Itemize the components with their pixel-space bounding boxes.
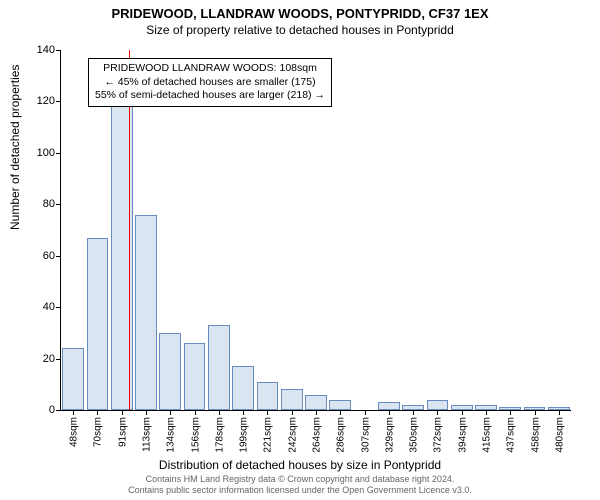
- annotation-line1: PRIDEWOOD LLANDRAW WOODS: 108sqm: [95, 62, 325, 76]
- x-tick-label: 178sqm: [212, 417, 225, 453]
- x-tick-label: 48sqm: [67, 417, 80, 447]
- x-tick-label: 286sqm: [334, 417, 347, 453]
- histogram-bar: [427, 400, 449, 410]
- x-tick-mark: [195, 410, 196, 415]
- x-tick-mark: [389, 410, 390, 415]
- histogram-bar: [135, 215, 157, 410]
- histogram-bar: [62, 348, 84, 410]
- y-tick-mark: [56, 359, 61, 360]
- x-tick-mark: [73, 410, 74, 415]
- histogram-bar: [184, 343, 206, 410]
- x-tick-label: 221sqm: [261, 417, 274, 453]
- x-tick-label: 329sqm: [382, 417, 395, 453]
- x-tick-label: 437sqm: [504, 417, 517, 453]
- chart-subtitle: Size of property relative to detached ho…: [0, 21, 600, 37]
- x-tick-mark: [97, 410, 98, 415]
- x-tick-mark: [267, 410, 268, 415]
- histogram-bar: [329, 400, 351, 410]
- y-tick-mark: [56, 101, 61, 102]
- x-tick-label: 70sqm: [91, 417, 104, 447]
- histogram-bar: [159, 333, 181, 410]
- x-tick-mark: [437, 410, 438, 415]
- x-tick-mark: [243, 410, 244, 415]
- footer-line1: Contains HM Land Registry data © Crown c…: [0, 474, 600, 485]
- y-tick-mark: [56, 307, 61, 308]
- histogram-bar: [208, 325, 230, 410]
- x-tick-mark: [219, 410, 220, 415]
- x-tick-label: 199sqm: [237, 417, 250, 453]
- annotation-box: PRIDEWOOD LLANDRAW WOODS: 108sqm← 45% of…: [88, 58, 332, 107]
- x-tick-label: 264sqm: [310, 417, 323, 453]
- histogram-bar: [257, 382, 279, 410]
- x-tick-mark: [413, 410, 414, 415]
- x-tick-mark: [486, 410, 487, 415]
- histogram-bar: [305, 395, 327, 410]
- x-tick-label: 372sqm: [431, 417, 444, 453]
- x-tick-label: 394sqm: [455, 417, 468, 453]
- y-tick-mark: [56, 256, 61, 257]
- y-tick-mark: [56, 204, 61, 205]
- x-tick-mark: [292, 410, 293, 415]
- y-tick-mark: [56, 410, 61, 411]
- histogram-bar: [87, 238, 109, 410]
- annotation-line2: ← 45% of detached houses are smaller (17…: [95, 76, 325, 90]
- x-tick-label: 242sqm: [285, 417, 298, 453]
- x-tick-mark: [340, 410, 341, 415]
- x-tick-label: 350sqm: [407, 417, 420, 453]
- x-tick-mark: [170, 410, 171, 415]
- chart-title: PRIDEWOOD, LLANDRAW WOODS, PONTYPRIDD, C…: [0, 0, 600, 21]
- x-tick-label: 480sqm: [552, 417, 565, 453]
- x-tick-label: 113sqm: [140, 417, 153, 452]
- x-tick-mark: [462, 410, 463, 415]
- y-tick-mark: [56, 153, 61, 154]
- x-tick-mark: [316, 410, 317, 415]
- x-tick-mark: [559, 410, 560, 415]
- x-tick-mark: [510, 410, 511, 415]
- x-tick-label: 458sqm: [528, 417, 541, 453]
- y-axis-label: Number of detached properties: [8, 65, 22, 230]
- x-tick-label: 134sqm: [164, 417, 177, 453]
- histogram-bar: [232, 366, 254, 410]
- footer-attribution: Contains HM Land Registry data © Crown c…: [0, 474, 600, 496]
- x-tick-mark: [535, 410, 536, 415]
- x-tick-label: 307sqm: [358, 417, 371, 453]
- x-tick-label: 91sqm: [115, 417, 128, 447]
- histogram-bar: [281, 389, 303, 410]
- annotation-line3: 55% of semi-detached houses are larger (…: [95, 89, 325, 103]
- footer-line2: Contains public sector information licen…: [0, 485, 600, 496]
- y-tick-mark: [56, 50, 61, 51]
- x-tick-mark: [122, 410, 123, 415]
- x-tick-mark: [365, 410, 366, 415]
- histogram-bar: [378, 402, 400, 410]
- x-tick-label: 415sqm: [480, 417, 493, 453]
- x-tick-label: 156sqm: [188, 417, 201, 453]
- x-axis-label: Distribution of detached houses by size …: [0, 458, 600, 472]
- x-tick-mark: [146, 410, 147, 415]
